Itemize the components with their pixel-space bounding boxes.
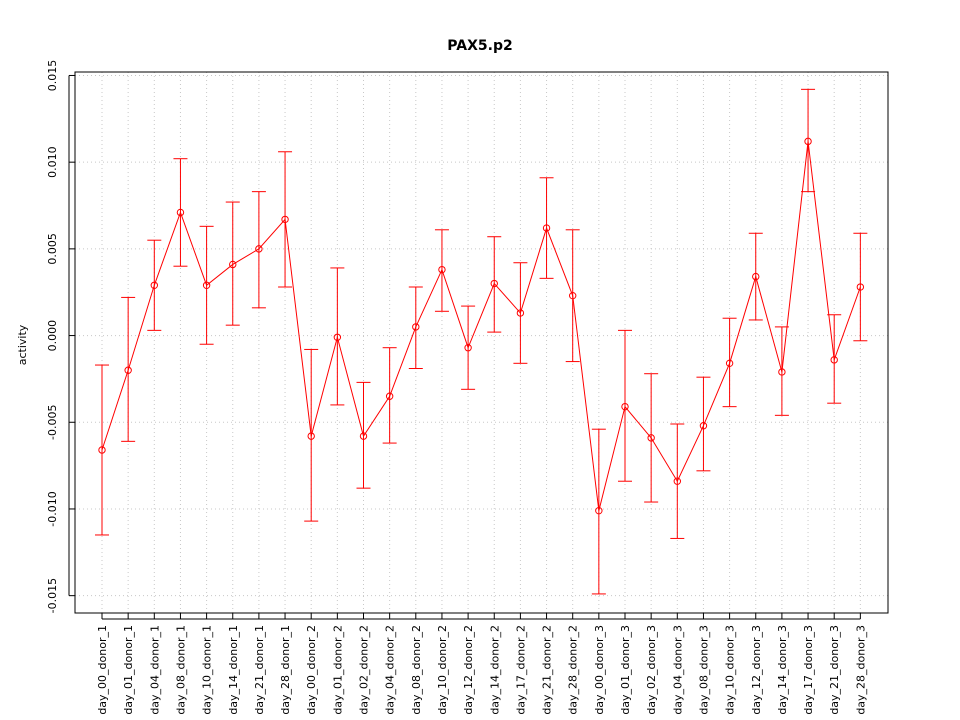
- y-tick-label: 0.015: [46, 60, 59, 92]
- data-point: [412, 323, 420, 331]
- data-point: [464, 344, 472, 352]
- data-point: [516, 309, 525, 317]
- data-point: [307, 432, 315, 440]
- data-point: [333, 333, 342, 341]
- x-tick-label: day_02_donor_3: [645, 625, 658, 715]
- chart-title: PAX5.p2: [447, 38, 512, 54]
- x-tick-label: day_01_donor_1: [122, 625, 135, 715]
- data-point: [438, 265, 446, 274]
- x-tick-label: day_04_donor_3: [671, 625, 684, 715]
- x-tick-label: day_00_donor_1: [96, 625, 109, 715]
- data-point: [150, 281, 159, 289]
- grid: [75, 72, 888, 613]
- data-point: [830, 356, 838, 364]
- data-point: [385, 392, 394, 400]
- x-tick-label: day_28_donor_2: [567, 625, 580, 715]
- series: [95, 88, 868, 595]
- x-tick-label: day_10_donor_1: [201, 625, 214, 715]
- data-point: [359, 432, 368, 440]
- data-point: [176, 208, 185, 217]
- x-tick-label: day_00_donor_3: [593, 625, 606, 715]
- y-tick-label: -0.015: [46, 578, 59, 613]
- data-point: [229, 260, 237, 269]
- y-tick-label: 0.005: [46, 233, 59, 265]
- data-point: [281, 215, 289, 224]
- data-point: [595, 506, 603, 515]
- data-point: [752, 272, 760, 281]
- data-point: [569, 291, 577, 300]
- x-tick-label: day_14_donor_3: [776, 625, 789, 715]
- y-axis: -0.015 -0.010 -0.005 0.000 0.005 0.010 0.015: [46, 60, 75, 613]
- data-point: [124, 366, 132, 374]
- x-tick-label: day_21_donor_3: [828, 625, 841, 715]
- y-tick-label: -0.010: [46, 491, 59, 526]
- data-point: [490, 279, 498, 288]
- x-tick-label: day_08_donor_3: [697, 625, 710, 715]
- x-tick-label: day_10_donor_2: [436, 625, 449, 715]
- x-tick-label: day_01_donor_2: [331, 625, 344, 715]
- y-tick-label: 0.010: [46, 146, 59, 178]
- data-point: [804, 137, 812, 146]
- x-tick-label: day_04_donor_1: [148, 625, 161, 715]
- y-axis-label: activity: [16, 324, 29, 365]
- series-line: [101, 141, 861, 511]
- data-point: [856, 283, 865, 291]
- data-point: [647, 434, 655, 442]
- x-tick-label: day_28_donor_1: [279, 625, 292, 715]
- data-point: [98, 446, 106, 454]
- y-tick-label: 0.000: [46, 320, 59, 352]
- x-tick-label: day_02_donor_2: [358, 625, 371, 715]
- x-tick-label: day_21_donor_2: [541, 625, 554, 715]
- data-point: [202, 281, 211, 289]
- x-tick-label: day_17_donor_2: [514, 625, 527, 715]
- data-point: [725, 359, 734, 368]
- data-point: [255, 245, 263, 253]
- data-point: [673, 477, 681, 485]
- x-tick-label: day_08_donor_1: [174, 625, 187, 715]
- x-tick-label: day_17_donor_3: [802, 625, 815, 715]
- x-tick-label: day_12_donor_3: [750, 625, 763, 715]
- x-tick-label: day_01_donor_3: [619, 625, 632, 715]
- plot-frame: [74, 71, 889, 614]
- data-point: [699, 422, 708, 430]
- x-tick-label: day_12_donor_2: [462, 625, 475, 715]
- x-tick-label: day_00_donor_2: [305, 625, 318, 715]
- x-tick-label: day_10_donor_3: [724, 625, 737, 715]
- x-tick-label: day_04_donor_2: [384, 625, 397, 715]
- y-tick-label: -0.005: [46, 405, 59, 440]
- data-point: [778, 368, 786, 376]
- x-tick-label: day_21_donor_1: [253, 625, 266, 715]
- x-tick-label: day_08_donor_2: [410, 625, 423, 715]
- x-tick-label: day_28_donor_3: [854, 625, 867, 715]
- x-tick-label: day_14_donor_2: [488, 625, 501, 715]
- x-tick-label: day_14_donor_1: [227, 625, 240, 715]
- data-point: [621, 402, 629, 411]
- x-axis: day_00_donor_1 day_01_donor_1 day_04_donor…: [96, 613, 867, 715]
- data-point: [542, 224, 551, 232]
